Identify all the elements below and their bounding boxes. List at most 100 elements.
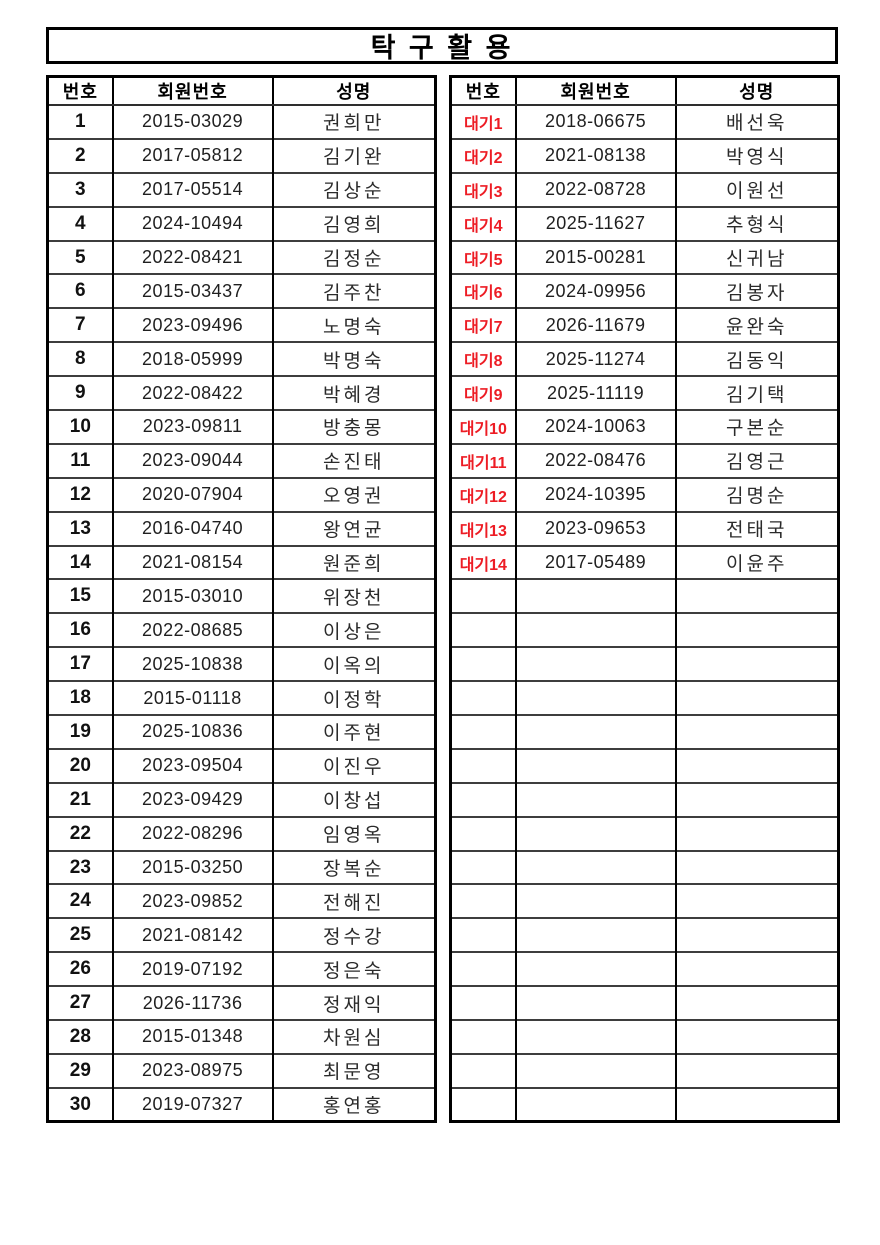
cell-name: 전해진 bbox=[271, 883, 436, 919]
cell-name bbox=[674, 578, 839, 614]
table-row: 5 2022-08421 김정순 bbox=[47, 239, 436, 275]
cell-member-id: 2023-09504 bbox=[111, 747, 273, 783]
cell-name: 위장천 bbox=[271, 578, 436, 614]
table-row: 23 2015-03250 장복순 bbox=[47, 849, 436, 885]
cell-member-id: 2019-07327 bbox=[111, 1086, 273, 1122]
cell-member-id bbox=[514, 815, 676, 851]
table-row: 29 2023-08975 최문영 bbox=[47, 1052, 436, 1088]
cell-member-id: 2015-03250 bbox=[111, 849, 273, 885]
cell-name: 추형식 bbox=[674, 205, 839, 241]
cell-row-number: 24 bbox=[47, 883, 113, 919]
cell-name: 이진우 bbox=[271, 747, 436, 783]
table-row: 대기9 2025-11119 김기택 bbox=[450, 375, 839, 411]
cell-name bbox=[674, 951, 839, 987]
table-row: 28 2015-01348 차원심 bbox=[47, 1019, 436, 1054]
cell-member-id: 2026-11679 bbox=[514, 307, 676, 343]
cell-member-id bbox=[514, 714, 676, 749]
table-row bbox=[450, 985, 839, 1021]
cell-member-id bbox=[514, 985, 676, 1021]
cell-row-number: 10 bbox=[47, 409, 113, 444]
cell-row-number: 22 bbox=[47, 815, 113, 851]
cell-name: 손진태 bbox=[271, 442, 436, 478]
cell-row-number: 3 bbox=[47, 171, 113, 207]
cell-member-id bbox=[514, 951, 676, 987]
cell-member-id: 2015-01348 bbox=[111, 1019, 273, 1054]
cell-row-number: 대기14 bbox=[450, 544, 516, 580]
table-row: 11 2023-09044 손진태 bbox=[47, 442, 436, 478]
table-row: 8 2018-05999 박명숙 bbox=[47, 341, 436, 377]
cell-row-number: 대기11 bbox=[450, 442, 516, 478]
cell-name: 임영옥 bbox=[271, 815, 436, 851]
cell-row-number: 대기6 bbox=[450, 273, 516, 309]
table-row: 대기8 2025-11274 김동익 bbox=[450, 341, 839, 377]
cell-row-number: 8 bbox=[47, 341, 113, 377]
cell-name: 방충몽 bbox=[271, 409, 436, 444]
cell-member-id: 2017-05812 bbox=[111, 137, 273, 173]
cell-name bbox=[674, 680, 839, 716]
table-row: 대기12 2024-10395 김명순 bbox=[450, 476, 839, 512]
page-title: 탁 구 활 용 bbox=[46, 27, 838, 64]
cell-name: 김정순 bbox=[271, 239, 436, 275]
cell-row-number: 대기10 bbox=[450, 409, 516, 444]
cell-name: 왕연균 bbox=[271, 510, 436, 546]
cell-row-number: 26 bbox=[47, 951, 113, 987]
cell-member-id: 2024-09956 bbox=[514, 273, 676, 309]
cell-member-id: 2022-08296 bbox=[111, 815, 273, 851]
cell-member-id bbox=[514, 1086, 676, 1122]
cell-member-id: 2015-01118 bbox=[111, 680, 273, 716]
cell-member-id: 2018-05999 bbox=[111, 341, 273, 377]
cell-member-id: 2015-03010 bbox=[111, 578, 273, 614]
cell-row-number: 대기4 bbox=[450, 205, 516, 241]
column-header-name: 성명 bbox=[271, 76, 436, 106]
table-row: 26 2019-07192 정은숙 bbox=[47, 951, 436, 987]
table-row: 대기4 2025-11627 추형식 bbox=[450, 205, 839, 241]
cell-name: 김영근 bbox=[674, 442, 839, 478]
table-row bbox=[450, 917, 839, 953]
table-row: 14 2021-08154 원준희 bbox=[47, 544, 436, 580]
cell-row-number bbox=[450, 849, 516, 885]
cell-name: 장복순 bbox=[271, 849, 436, 885]
cell-name: 김영희 bbox=[271, 205, 436, 241]
column-header-name: 성명 bbox=[674, 76, 839, 106]
cell-name bbox=[674, 985, 839, 1021]
table-row: 20 2023-09504 이진우 bbox=[47, 747, 436, 783]
cell-row-number: 25 bbox=[47, 917, 113, 953]
cell-member-id: 2023-08975 bbox=[111, 1052, 273, 1088]
cell-member-id: 2025-10836 bbox=[111, 714, 273, 749]
cell-member-id: 2022-08685 bbox=[111, 612, 273, 648]
cell-member-id: 2025-11119 bbox=[514, 375, 676, 411]
cell-member-id bbox=[514, 747, 676, 783]
table-row: 대기10 2024-10063 구본순 bbox=[450, 409, 839, 444]
cell-row-number: 대기5 bbox=[450, 239, 516, 275]
cell-row-number: 대기12 bbox=[450, 476, 516, 512]
cell-name: 이원선 bbox=[674, 171, 839, 207]
cell-name: 정재익 bbox=[271, 985, 436, 1021]
cell-member-id bbox=[514, 578, 676, 614]
cell-name bbox=[674, 714, 839, 749]
cell-member-id bbox=[514, 849, 676, 885]
cell-member-id: 2022-08422 bbox=[111, 375, 273, 411]
cell-name: 윤완숙 bbox=[674, 307, 839, 343]
cell-member-id: 2018-06675 bbox=[514, 104, 676, 139]
cell-name: 정수강 bbox=[271, 917, 436, 953]
table-row: 9 2022-08422 박혜경 bbox=[47, 375, 436, 411]
cell-member-id: 2023-09811 bbox=[111, 409, 273, 444]
table-row: 27 2026-11736 정재익 bbox=[47, 985, 436, 1021]
cell-row-number: 4 bbox=[47, 205, 113, 241]
header-row: 번호 회원번호 성명 bbox=[450, 76, 839, 106]
table-row: 4 2024-10494 김영희 bbox=[47, 205, 436, 241]
cell-row-number: 2 bbox=[47, 137, 113, 173]
waiting-list-table: 번호 회원번호 성명 대기1 2018-06675 배선욱 대기2 2021-08138… bbox=[449, 75, 840, 1124]
cell-name: 구본순 bbox=[674, 409, 839, 444]
cell-member-id: 2025-11274 bbox=[514, 341, 676, 377]
table-row bbox=[450, 612, 839, 648]
table-row bbox=[450, 1052, 839, 1088]
cell-row-number: 18 bbox=[47, 680, 113, 716]
cell-name: 권희만 bbox=[271, 104, 436, 139]
cell-name: 박명숙 bbox=[271, 341, 436, 377]
cell-name: 이윤주 bbox=[674, 544, 839, 580]
table-row: 24 2023-09852 전해진 bbox=[47, 883, 436, 919]
cell-name: 차원심 bbox=[271, 1019, 436, 1054]
cell-name: 최문영 bbox=[271, 1052, 436, 1088]
cell-row-number: 23 bbox=[47, 849, 113, 885]
